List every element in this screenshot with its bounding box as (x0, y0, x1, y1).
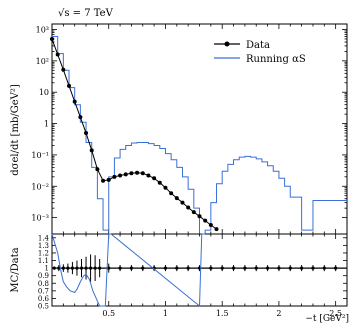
ratio-data-point (141, 266, 145, 270)
ratio-data-point (93, 266, 97, 270)
lower-ytick-label: 1.4 (38, 234, 50, 242)
lower-ytick-label: 0.6 (38, 295, 50, 303)
data-point (106, 177, 111, 182)
lower-panel: 0.50.60.70.80.911.11.21.31.40.5 1 1.5 2 2.5 (38, 233, 348, 318)
data-point (152, 176, 157, 181)
lower-ticks: 0.50.60.70.80.911.11.21.31.40.5 1 1.5 2 2.5 (38, 234, 347, 318)
upper-ytick-label: 10⁻¹ (31, 151, 49, 160)
data-point (55, 52, 60, 57)
ratio-data-point (209, 266, 213, 270)
lower-ytick-label: 0.7 (38, 287, 49, 295)
data-point (112, 174, 117, 179)
data-point (163, 185, 168, 190)
data-point (174, 196, 179, 201)
legend-running-label: Running αS (246, 54, 306, 65)
upper-series (50, 35, 347, 235)
ratio-data-point (75, 266, 79, 270)
upper-ytick-label: 10³ (36, 26, 49, 35)
data-point (67, 83, 72, 88)
lower-series (51, 233, 347, 308)
ratio-data-point (66, 266, 70, 270)
data-point (72, 99, 77, 104)
chart-title: √s = 7 TeV (58, 8, 114, 19)
data-point (186, 205, 191, 210)
upper-ytick-label: 10² (36, 57, 49, 66)
ratio-data-point (107, 266, 111, 270)
lower-xtick-label: 2 (276, 309, 281, 318)
ratio-data-point (311, 266, 315, 270)
ratio-data-point (129, 266, 134, 270)
ratio-data-point (334, 266, 338, 270)
data-point (135, 170, 140, 175)
ratio-running-as-line (51, 233, 206, 308)
ratio-data-point (163, 266, 168, 270)
ratio-data-point (175, 266, 179, 270)
ratio-data-point (231, 266, 236, 270)
ratio-data-point (118, 266, 122, 270)
upper-ytick-label: 1 (44, 120, 49, 129)
upper-ytick-label: 10⁻³ (31, 214, 49, 223)
legend-data-marker (224, 41, 230, 47)
lower-xtick-label: 1.5 (216, 309, 229, 318)
upper-ylabel: dσel/dt [mb/GeV²] (10, 84, 21, 176)
data-point (50, 36, 54, 41)
lower-xtick-label: 1 (163, 309, 168, 318)
lower-ytick-label: 1.1 (38, 257, 49, 265)
upper-ytick-label: 10 (39, 88, 49, 97)
legend-data-label: Data (246, 40, 270, 51)
lower-ytick-label: 1 (45, 265, 49, 273)
data-point (118, 173, 123, 178)
data-point (157, 180, 162, 185)
data-point (180, 200, 185, 205)
upper-ytick-label: 10⁻² (31, 182, 49, 191)
lower-ytick-label: 0.9 (38, 272, 49, 280)
data-point (197, 214, 202, 219)
ratio-data-point (52, 266, 56, 270)
data-point (208, 223, 213, 228)
lower-ylabel: MC/Data (10, 247, 21, 292)
ratio-data-point (277, 266, 281, 270)
lower-xtick-label: 2.5 (329, 309, 342, 318)
data-point (140, 171, 145, 176)
ratio-data-point (61, 266, 65, 270)
data-point (123, 172, 128, 177)
data-point (89, 148, 94, 153)
lower-ytick-label: 1.2 (38, 249, 49, 257)
x-axis-label: −t [GeV²] (305, 314, 349, 324)
ratio-data-point (79, 266, 84, 270)
running-as-step-line (52, 35, 347, 235)
data-line (51, 38, 217, 230)
data-point (101, 178, 106, 183)
ratio-data-point (265, 266, 270, 270)
data-point (95, 167, 100, 172)
legend: Data Running αS (214, 40, 306, 65)
lower-ytick-label: 0.5 (38, 303, 49, 311)
ratio-data-point (70, 266, 75, 270)
ratio-data-point (254, 266, 258, 270)
ratio-data-point (243, 266, 247, 270)
ratio-data-point (88, 266, 93, 270)
data-point (146, 173, 151, 178)
ratio-data-point (84, 266, 88, 270)
data-point (84, 131, 89, 136)
lower-ytick-label: 1.3 (38, 242, 49, 250)
ratio-data-point (300, 266, 304, 270)
data-point (191, 210, 196, 215)
ratio-data-point (57, 266, 61, 270)
data-point (78, 115, 83, 120)
data-point (129, 171, 134, 176)
lower-ytick-label: 0.8 (38, 280, 49, 288)
ratio-data-point (220, 266, 224, 270)
ratio-data-point (186, 266, 190, 270)
data-point (61, 67, 66, 72)
data-point (214, 227, 219, 232)
lower-xtick-label: 0.5 (102, 309, 115, 318)
data-point (169, 191, 174, 196)
ratio-data-point (98, 266, 102, 270)
ratio-data-point (288, 266, 292, 270)
ratio-data-point (322, 266, 326, 270)
data-point (203, 218, 208, 223)
